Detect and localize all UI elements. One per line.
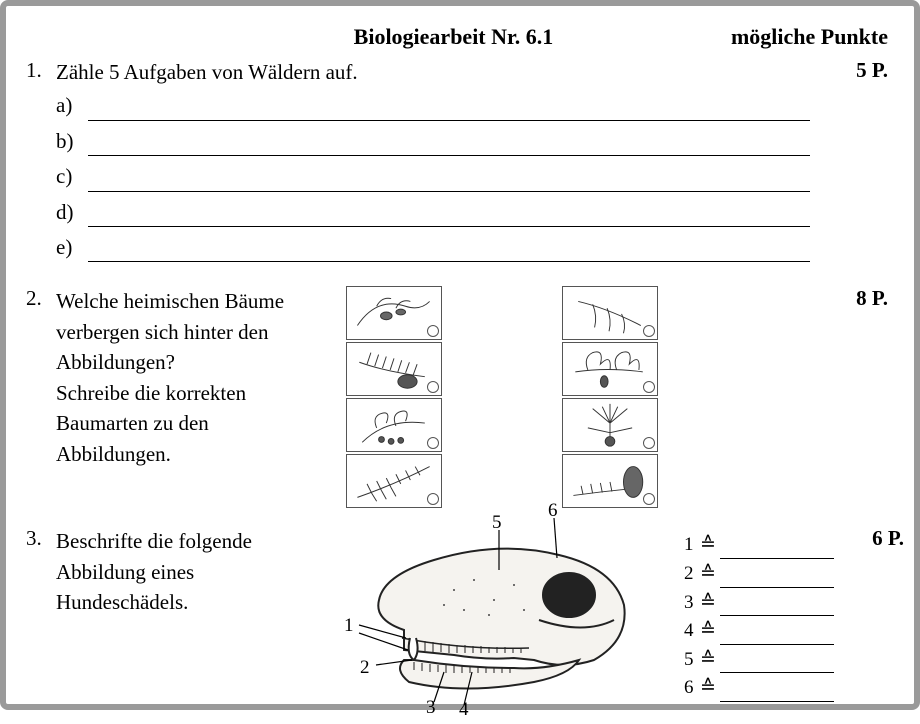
equals-icon: ≙ [700, 590, 716, 617]
points-header: mögliche Punkte [731, 24, 888, 50]
q3-number: 3. [26, 526, 56, 551]
skull-label-2: 2 [360, 655, 370, 682]
legend-row[interactable]: 4 ≙ [684, 618, 834, 645]
question-3: 3. Beschrifte die folgende Abbildung ein… [26, 526, 888, 710]
equals-icon: ≙ [700, 532, 716, 559]
q2-number: 2. [26, 286, 56, 311]
skull-diagram: 1 2 3 4 5 6 [314, 510, 674, 710]
legend-row[interactable]: 5 ≙ [684, 647, 834, 674]
q2-points: 8 P. [818, 286, 888, 311]
answer-line[interactable]: d) [56, 198, 818, 227]
equals-icon: ≙ [700, 647, 716, 674]
legend-num: 2 [684, 561, 700, 588]
answer-rule[interactable] [88, 172, 810, 192]
answer-label: c) [56, 162, 84, 191]
answer-label: a) [56, 91, 84, 120]
worksheet-frame: Biologiearbeit Nr. 6.1 mögliche Punkte 1… [0, 0, 920, 710]
worksheet-title: Biologiearbeit Nr. 6.1 [26, 24, 731, 50]
answer-line[interactable]: b) [56, 127, 818, 156]
legend-row[interactable]: 3 ≙ [684, 590, 834, 617]
answer-label: e) [56, 233, 84, 262]
skull-label-1: 1 [344, 613, 354, 640]
tree-image-box[interactable] [346, 342, 442, 396]
equals-icon: ≙ [700, 675, 716, 702]
legend-num: 6 [684, 675, 700, 702]
skull-label-3: 3 [426, 695, 436, 722]
skull-label-6: 6 [548, 498, 558, 525]
legend-rule[interactable] [720, 543, 834, 559]
legend-rule[interactable] [720, 686, 834, 702]
legend-row[interactable]: 6 ≙ [684, 675, 834, 702]
q3-points: 6 P. [834, 526, 904, 551]
answer-label: d) [56, 198, 84, 227]
legend-rule[interactable] [720, 600, 834, 616]
answer-rule[interactable] [88, 242, 810, 262]
equals-icon: ≙ [700, 618, 716, 645]
question-2: 2. Welche heimischen Bäume verbergen sic… [26, 286, 888, 508]
q1-number: 1. [26, 58, 56, 83]
q1-text: Zähle 5 Aufgaben von Wäldern auf. [56, 60, 358, 84]
legend-row[interactable]: 1 ≙ [684, 532, 834, 559]
q3-text: Beschrifte die folgende Abbildung eines … [56, 526, 314, 617]
tree-image-box[interactable] [562, 342, 658, 396]
answer-rule[interactable] [88, 136, 810, 156]
legend-num: 1 [684, 532, 700, 559]
tree-image-box[interactable] [346, 454, 442, 508]
answer-rule[interactable] [88, 101, 810, 121]
q1-answer-lines: a) b) c) d) [56, 91, 818, 262]
tree-image-box[interactable] [562, 398, 658, 452]
tree-image-columns [346, 286, 658, 508]
equals-icon: ≙ [700, 561, 716, 588]
answer-label: b) [56, 127, 84, 156]
legend-num: 5 [684, 647, 700, 674]
q1-points: 5 P. [818, 58, 888, 83]
q2-text: Welche heimischen Bäume verbergen sich h… [56, 286, 326, 469]
answer-line[interactable]: c) [56, 162, 818, 191]
tree-image-box[interactable] [562, 286, 658, 340]
q3-legend: 1 ≙ 2 ≙ 3 ≙ [684, 532, 834, 704]
legend-num: 3 [684, 590, 700, 617]
skull-label-4: 4 [459, 697, 469, 724]
tree-image-box[interactable] [346, 398, 442, 452]
legend-num: 4 [684, 618, 700, 645]
question-1: 1. Zähle 5 Aufgaben von Wäldern auf. a) … [26, 58, 888, 268]
answer-line[interactable]: e) [56, 233, 818, 262]
skull-label-5: 5 [492, 510, 502, 537]
tree-image-box[interactable] [562, 454, 658, 508]
header-row: Biologiearbeit Nr. 6.1 mögliche Punkte [26, 24, 888, 50]
legend-row[interactable]: 2 ≙ [684, 561, 834, 588]
answer-line[interactable]: a) [56, 91, 818, 120]
answer-rule[interactable] [88, 207, 810, 227]
legend-rule[interactable] [720, 572, 834, 588]
legend-rule[interactable] [720, 657, 834, 673]
tree-col-right [562, 286, 658, 508]
tree-col-left [346, 286, 442, 508]
tree-image-box[interactable] [346, 286, 442, 340]
legend-rule[interactable] [720, 629, 834, 645]
